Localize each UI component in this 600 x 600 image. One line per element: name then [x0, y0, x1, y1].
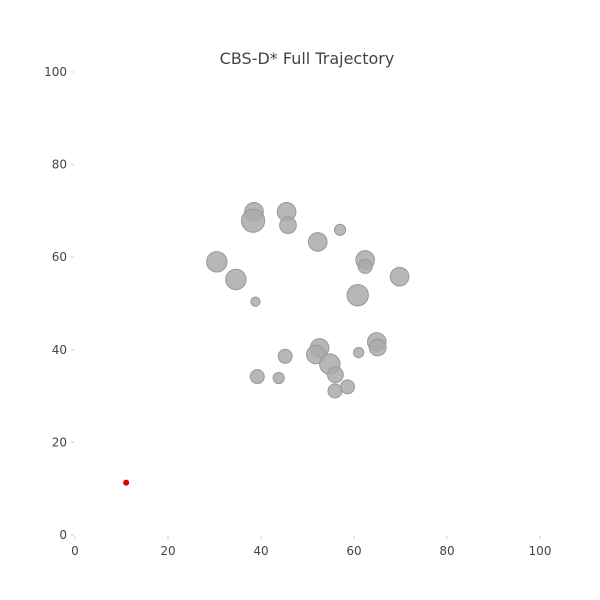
y-tick-label: 100 — [44, 65, 67, 79]
obstacle-circle — [340, 379, 355, 395]
obstacle-circle — [326, 366, 344, 384]
axes: 0 20 40 60 80 100 0 20 40 60 80 100 — [44, 65, 551, 558]
obstacle-layer — [206, 202, 410, 399]
y-tick-label: 0 — [59, 528, 67, 542]
obstacle-circle — [346, 283, 369, 307]
y-tick-label: 40 — [52, 343, 67, 357]
x-tick-label: 100 — [529, 544, 552, 558]
x-tick-label: 0 — [71, 544, 79, 558]
y-tick-label: 60 — [52, 250, 67, 264]
obstacle-circle — [225, 268, 247, 291]
obstacle-circle — [307, 232, 328, 252]
y-tick-label: 80 — [52, 158, 67, 172]
obstacle-circle — [279, 216, 297, 235]
obstacle-circle — [333, 223, 347, 236]
x-tick-label: 20 — [160, 544, 175, 558]
obstacle-circle — [240, 208, 266, 233]
obstacle-circle — [389, 266, 410, 287]
obstacle-circle — [272, 371, 285, 385]
obstacle-circle — [327, 383, 343, 399]
obstacle-circle — [368, 338, 387, 357]
x-tick-label: 60 — [346, 544, 361, 558]
chart-title: CBS-D* Full Trajectory — [220, 49, 395, 68]
obstacle-circle — [353, 346, 365, 359]
x-tick-label: 80 — [439, 544, 454, 558]
x-tick-label: 40 — [253, 544, 268, 558]
agent-layer — [123, 479, 130, 486]
y-tick-label: 20 — [52, 435, 67, 449]
obstacle-circle — [357, 258, 373, 274]
obstacle-circle — [277, 348, 293, 364]
agent-point — [123, 479, 130, 486]
obstacle-circle — [206, 251, 228, 273]
obstacle-circle — [249, 369, 265, 385]
obstacle-circle — [250, 296, 261, 307]
